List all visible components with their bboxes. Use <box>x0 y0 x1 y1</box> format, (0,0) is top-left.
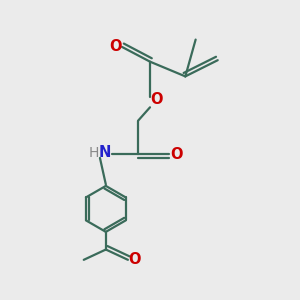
Text: O: O <box>150 92 163 107</box>
Text: O: O <box>170 147 183 162</box>
Text: N: N <box>99 146 111 160</box>
Text: O: O <box>109 39 122 54</box>
Text: O: O <box>128 252 141 267</box>
Text: H: H <box>88 146 99 160</box>
